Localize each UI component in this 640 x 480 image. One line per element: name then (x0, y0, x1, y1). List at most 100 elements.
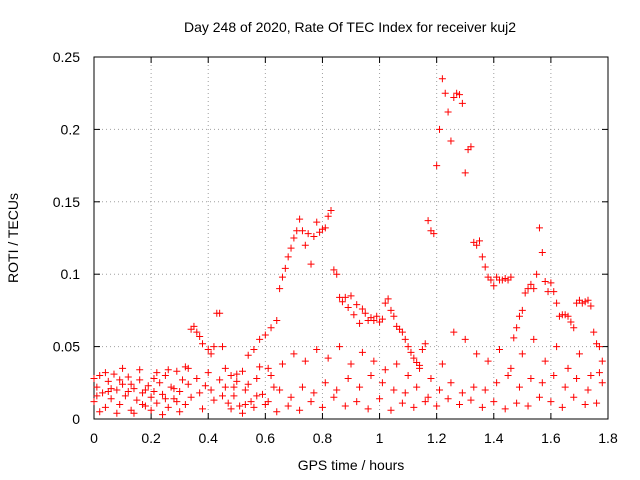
x-tick-label: 0.6 (256, 430, 276, 446)
data-point (310, 389, 318, 397)
data-point (427, 227, 435, 235)
data-point (587, 372, 595, 380)
data-point (273, 317, 281, 325)
data-point (541, 277, 549, 285)
data-point (167, 383, 175, 391)
data-point (347, 360, 355, 368)
data-point (173, 398, 181, 406)
data-point (467, 143, 475, 151)
x-tick-label: 1.6 (541, 430, 561, 446)
data-point (238, 409, 246, 417)
data-point (184, 364, 192, 372)
data-point (484, 273, 492, 281)
y-tick-label: 0 (72, 411, 80, 427)
data-point (244, 380, 252, 388)
data-point (207, 350, 215, 358)
data-point (527, 280, 535, 288)
x-axis-ticks: 0 0.2 0.4 0.6 0.8 1 1.2 1.4 1.6 1.8 (90, 57, 618, 446)
data-point (176, 387, 184, 395)
data-point (181, 363, 189, 371)
data-point (96, 372, 104, 380)
data-point (238, 367, 246, 375)
data-point (113, 386, 121, 394)
data-point (364, 405, 372, 413)
data-point (484, 357, 492, 365)
data-point (410, 403, 418, 411)
data-point (333, 270, 341, 278)
data-point (241, 401, 249, 409)
y-tick-label: 0.15 (53, 194, 80, 210)
data-point (470, 238, 478, 246)
data-point (199, 340, 207, 348)
data-point (233, 377, 241, 385)
data-point (401, 389, 409, 397)
data-point (321, 224, 329, 232)
data-point (593, 399, 601, 407)
data-point (398, 328, 406, 336)
data-point (450, 328, 458, 336)
x-tick-label: 1.4 (484, 430, 504, 446)
data-point (376, 318, 384, 326)
data-point (136, 366, 144, 374)
data-point (267, 372, 275, 380)
data-point (393, 322, 401, 330)
data-point (393, 360, 401, 368)
data-point (127, 380, 135, 388)
data-point (141, 402, 149, 410)
data-point (313, 218, 321, 226)
data-point (90, 374, 98, 382)
data-point (441, 89, 449, 97)
data-point (193, 374, 201, 382)
y-axis-label: ROTI / TECUs (5, 193, 21, 283)
data-point (150, 374, 158, 382)
data-point (367, 372, 375, 380)
data-point (467, 396, 475, 404)
data-point (119, 364, 127, 372)
data-point (390, 312, 398, 320)
data-point (264, 364, 272, 372)
data-point (481, 263, 489, 271)
data-point (327, 206, 335, 214)
data-point (230, 383, 238, 391)
data-point (181, 401, 189, 409)
data-point (493, 273, 501, 281)
data-point (233, 370, 241, 378)
data-point (273, 408, 281, 416)
data-points (90, 75, 606, 419)
data-point (153, 369, 161, 377)
data-point (387, 406, 395, 414)
data-point (575, 296, 583, 304)
data-point (370, 357, 378, 365)
data-point (573, 374, 581, 382)
data-point (313, 345, 321, 353)
data-point (301, 241, 309, 249)
data-point (227, 405, 235, 413)
data-point (424, 217, 432, 225)
data-point (341, 402, 349, 410)
data-point (456, 401, 464, 409)
data-point (510, 334, 518, 342)
data-point (330, 393, 338, 401)
data-point (538, 248, 546, 256)
data-point (139, 389, 147, 397)
data-point (216, 376, 224, 384)
data-point (515, 383, 523, 391)
data-point (113, 409, 121, 417)
data-point (256, 335, 264, 343)
data-point (159, 411, 167, 419)
data-point (284, 402, 292, 410)
data-point (318, 225, 326, 233)
data-point (438, 360, 446, 368)
data-point (344, 374, 352, 382)
x-axis-label: GPS time / hours (298, 457, 405, 473)
data-point (144, 382, 152, 390)
data-point (136, 376, 144, 384)
data-point (376, 395, 384, 403)
data-point (216, 309, 224, 317)
data-point (527, 374, 535, 382)
plot-frame (93, 56, 609, 420)
data-point (93, 383, 101, 391)
data-point (287, 393, 295, 401)
data-point (444, 108, 452, 116)
data-point (296, 215, 304, 223)
